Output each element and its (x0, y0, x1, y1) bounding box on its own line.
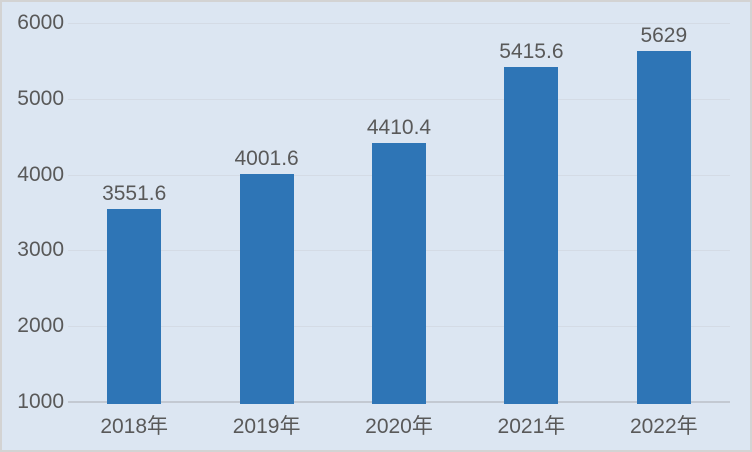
x-tick-label-2018年: 2018年 (100, 415, 169, 438)
x-tick-label-2019年: 2019年 (232, 415, 301, 438)
bar-2022年 (636, 51, 691, 404)
bar-2019年 (239, 174, 294, 404)
gridline-5000 (68, 98, 730, 100)
data-label-2019年: 4001.6 (234, 147, 299, 171)
bar-2020年 (372, 143, 426, 404)
y-tick-label: 3000 (17, 238, 64, 262)
bar-2021年 (504, 67, 559, 404)
gridline-6000 (68, 23, 730, 24)
x-tick-label-2022年: 2022年 (629, 415, 698, 438)
x-tick-label-2020年: 2020年 (365, 415, 433, 438)
data-label-2021年: 5415.6 (499, 40, 564, 64)
bar-2018年 (107, 208, 162, 404)
y-tick-label: 4000 (17, 162, 64, 186)
y-tick-label: 6000 (17, 11, 64, 34)
y-tick-label: 1000 (17, 390, 64, 413)
y-tick-label: 5000 (17, 86, 64, 110)
data-label-2020年: 4410.4 (366, 116, 432, 140)
y-tick-label: 2000 (17, 314, 64, 338)
x-tick-label-2021年: 2021年 (497, 415, 566, 438)
data-label-2018年: 3551.6 (102, 181, 167, 205)
data-label-2022年: 5629 (640, 24, 688, 48)
